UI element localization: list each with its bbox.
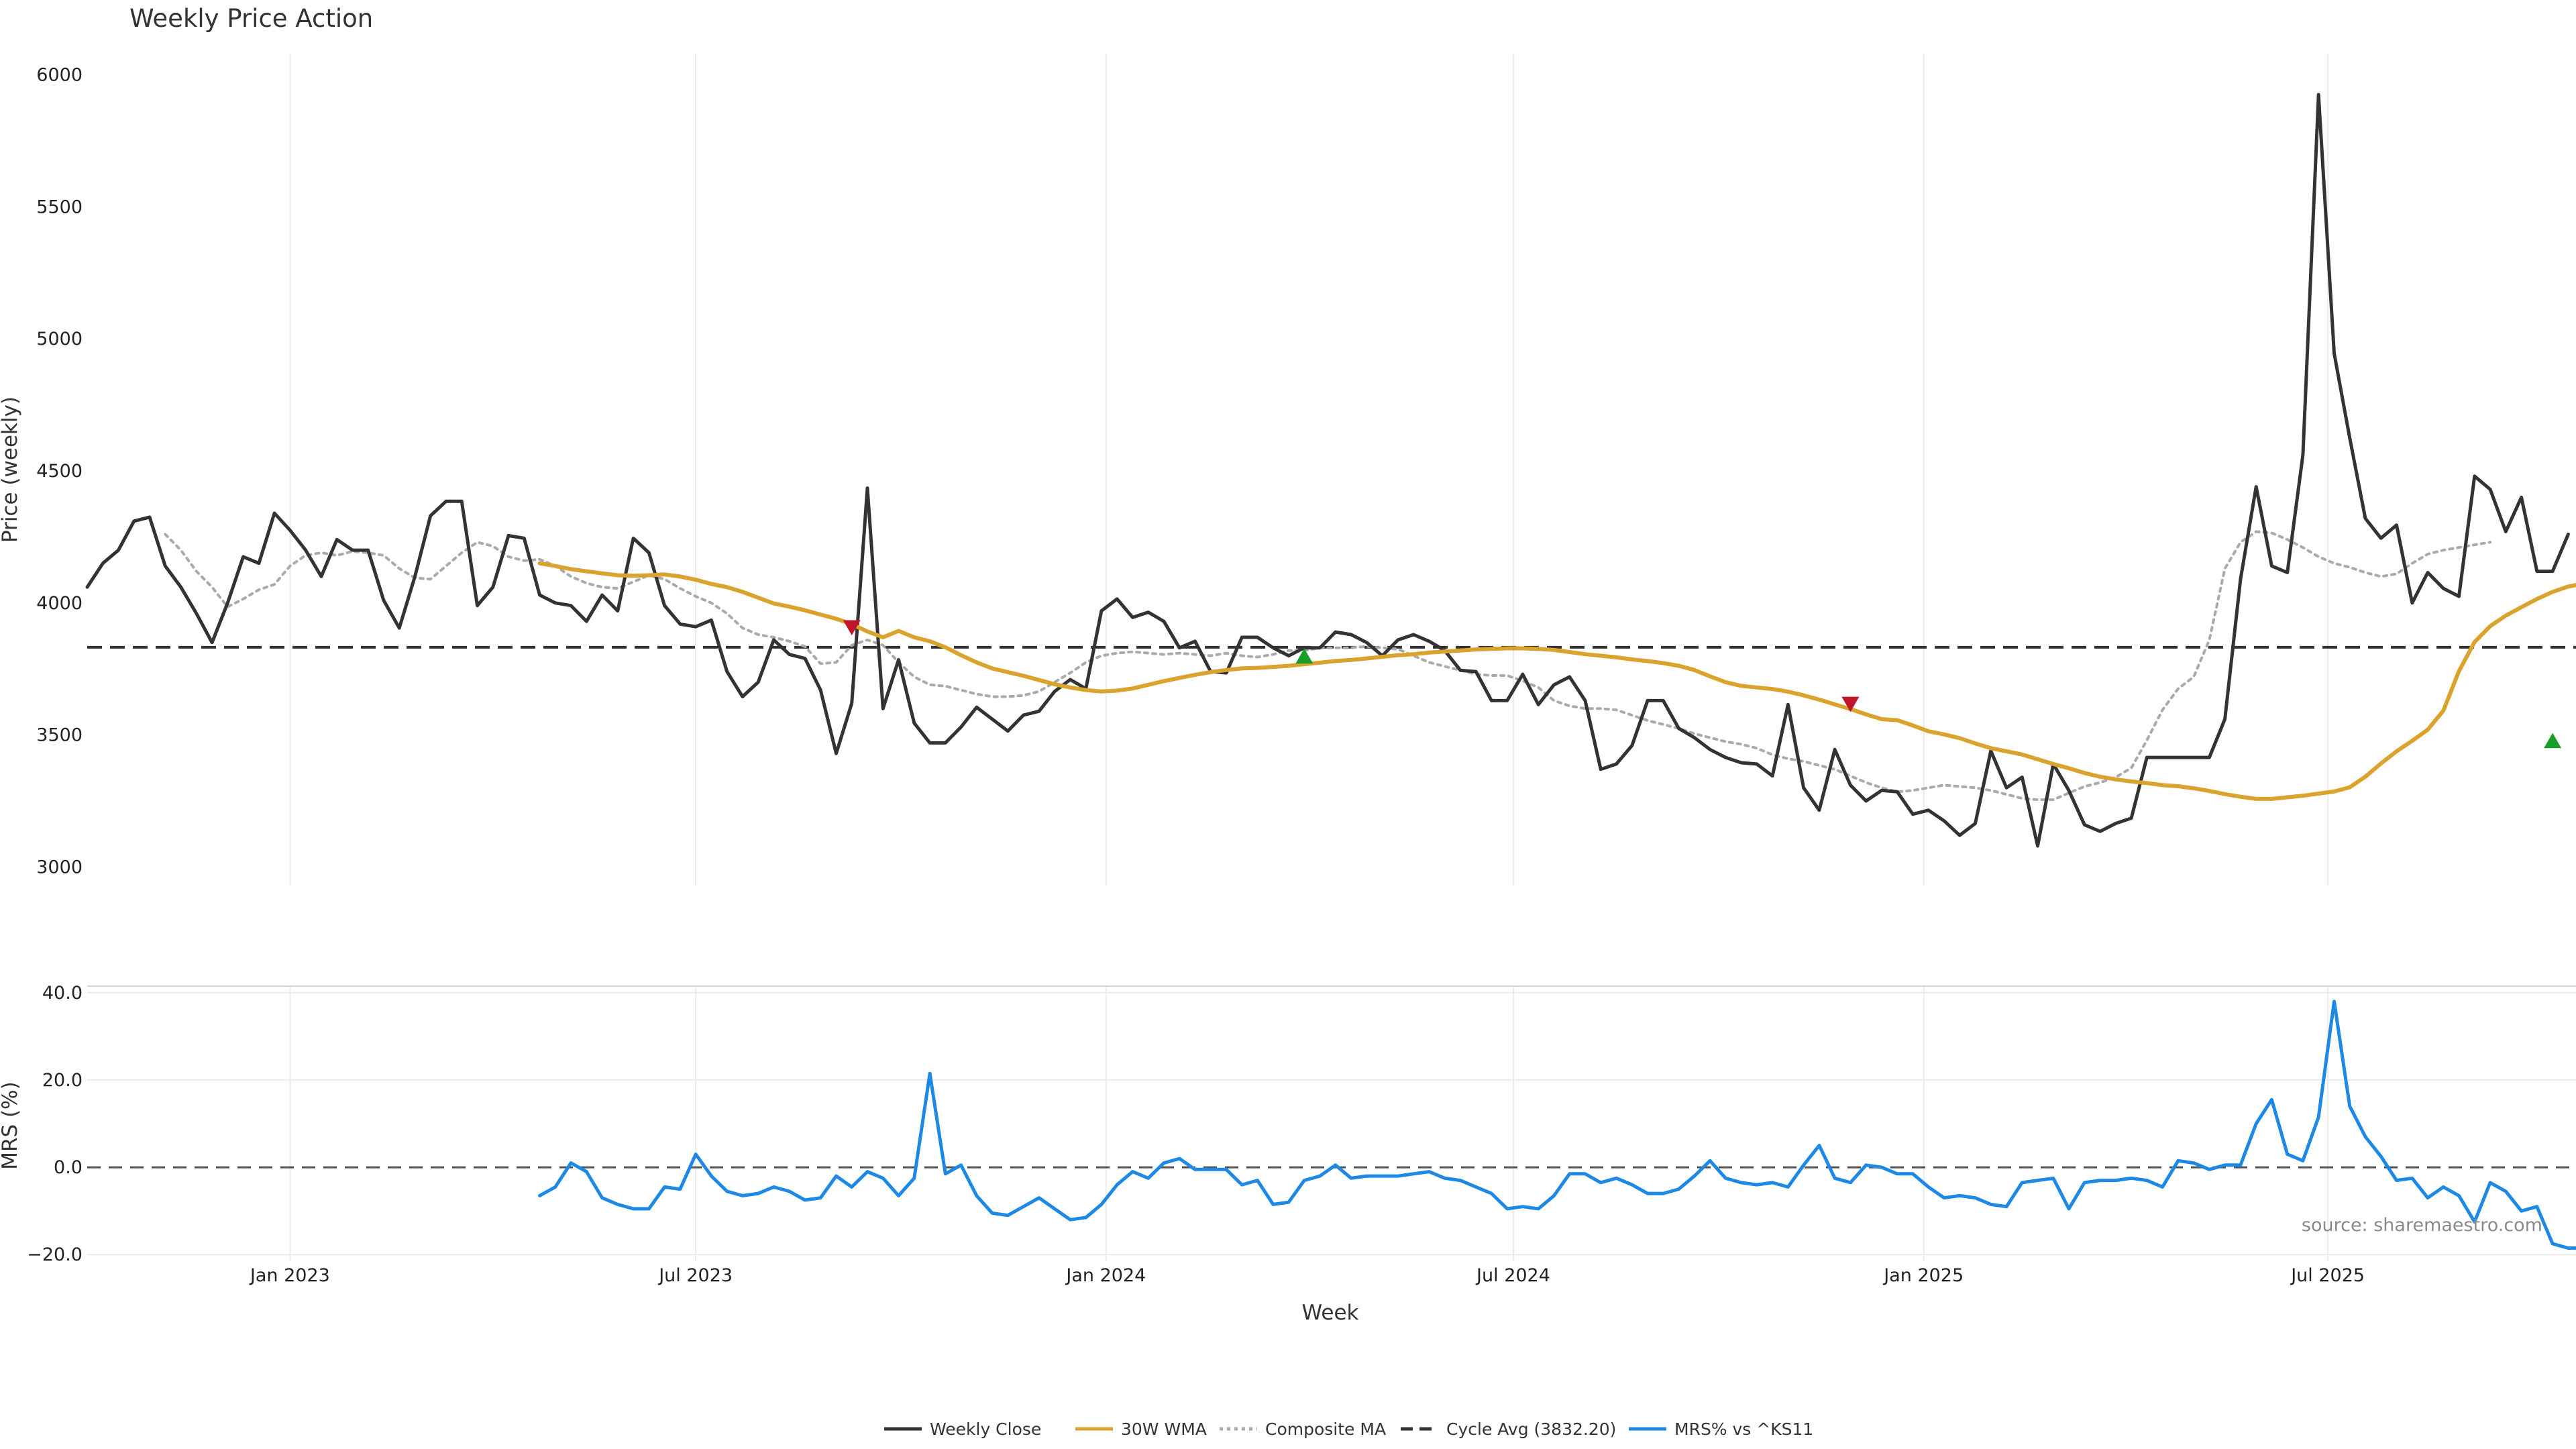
mrs-y-axis: −20.0 0.0 20.0 40.0 — [27, 983, 83, 1265]
weekly-close-line — [85, 93, 2570, 848]
price-y-tick-label: 4000 — [36, 593, 83, 614]
x-tick-label: Jul 2023 — [657, 1265, 733, 1286]
chart-title: Weekly Price Action — [129, 4, 373, 33]
price-grid — [289, 54, 2329, 885]
composite-ma-line — [164, 530, 2492, 802]
price-y-tick-label: 3500 — [36, 725, 83, 746]
x-tick-label: Jul 2024 — [1475, 1265, 1550, 1286]
source-note: source: sharemaestro.com — [2302, 1215, 2542, 1236]
price-y-tick-label: 4500 — [36, 461, 83, 482]
legend-label: Weekly Close — [930, 1419, 1041, 1439]
x-tick-label: Jan 2023 — [249, 1265, 330, 1286]
mrs-y-axis-label: MRS (%) — [0, 1081, 22, 1169]
signal-markers — [843, 620, 2562, 749]
x-tick-label: Jan 2025 — [1882, 1265, 1964, 1286]
mrs-y-tick-label: 40.0 — [42, 983, 83, 1004]
price-y-tick-label: 3000 — [36, 857, 83, 877]
legend-label: 30W WMA — [1121, 1419, 1207, 1439]
mrs-y-tick-label: 20.0 — [42, 1070, 83, 1091]
price-y-axis-label: Price (weekly) — [0, 396, 22, 543]
legend-label: Composite MA — [1265, 1419, 1386, 1439]
mrs-line — [538, 1000, 2576, 1250]
price-y-axis: 3000 3500 4000 4500 5000 5500 6000 — [36, 64, 83, 877]
buy-signal-marker — [1295, 648, 1313, 664]
price-y-tick-label: 5000 — [36, 329, 83, 350]
x-axis: Jan 2023 Jul 2023 Jan 2024 Jul 2024 Jan 2025… — [249, 1265, 2365, 1286]
mrs-grid — [87, 986, 2576, 1261]
mrs-y-tick-label: −20.0 — [27, 1244, 83, 1265]
series-layer — [85, 93, 2576, 1250]
legend: Weekly Close 30W WMA Composite MA Cycle Avg… — [884, 1419, 1813, 1439]
price-y-tick-label: 5500 — [36, 197, 83, 217]
legend-label: Cycle Avg (3832.20) — [1446, 1419, 1616, 1439]
sell-signal-marker — [1841, 696, 1860, 712]
x-tick-label: Jan 2024 — [1065, 1265, 1146, 1286]
buy-signal-marker — [2544, 733, 2562, 749]
x-tick-label: Jul 2025 — [2290, 1265, 2365, 1286]
x-axis-label: Week — [1302, 1301, 1359, 1325]
mrs-y-tick-label: 0.0 — [54, 1157, 83, 1178]
sell-signal-marker — [843, 620, 861, 636]
wma-30w-line — [537, 561, 2576, 801]
legend-label: MRS% vs ^KS11 — [1674, 1419, 1813, 1439]
price-y-tick-label: 6000 — [36, 64, 83, 85]
